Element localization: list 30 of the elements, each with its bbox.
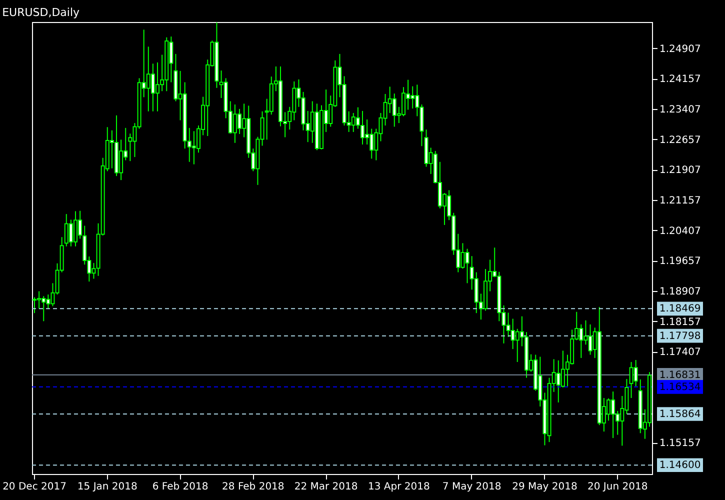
x-tick-label: 20 Jun 2018: [588, 482, 648, 492]
x-tick-label: 13 Apr 2018: [368, 482, 430, 492]
candlestick: [32, 296, 37, 314]
x-tick-label: 7 May 2018: [442, 482, 502, 492]
y-tick-label: 1.17407: [660, 347, 701, 358]
y-tick-label: 1.15157: [660, 438, 701, 450]
y-tick-label: 1.24907: [660, 44, 701, 55]
chart-title: EURUSD,Daily: [2, 6, 80, 19]
x-tick-label: 20 Dec 2017: [2, 482, 66, 492]
ref-line-label: 1.15864: [659, 409, 701, 420]
y-tick-label: 1.18157: [660, 316, 701, 328]
candlestick: [634, 359, 638, 387]
y-tick-label: 1.18907: [660, 286, 701, 298]
x-tick-label: 22 Mar 2018: [294, 482, 358, 492]
x-tick-label: 29 May 2018: [512, 482, 578, 492]
ref-line-label: 1.14600: [659, 460, 701, 472]
ref-line-label: 1.16831: [659, 370, 701, 381]
y-tick-label: 1.21157: [660, 196, 701, 207]
y-tick-label: 1.22657: [660, 134, 701, 146]
x-tick-label: 6 Feb 2018: [152, 482, 208, 492]
x-tick-label: 28 Feb 2018: [222, 482, 284, 492]
ref-line-label: 1.16534: [659, 382, 701, 393]
y-tick-label: 1.20407: [660, 226, 701, 237]
y-tick-label: 1.19657: [660, 256, 701, 268]
y-tick-label: 1.23407: [660, 104, 701, 116]
y-tick-label: 1.21907: [660, 165, 701, 176]
y-tick-label: 1.24157: [660, 74, 701, 86]
x-tick-label: 15 Jan 2018: [77, 482, 138, 492]
ref-line-label: 1.18469: [659, 304, 701, 315]
ref-line-label: 1.17798: [659, 330, 701, 342]
